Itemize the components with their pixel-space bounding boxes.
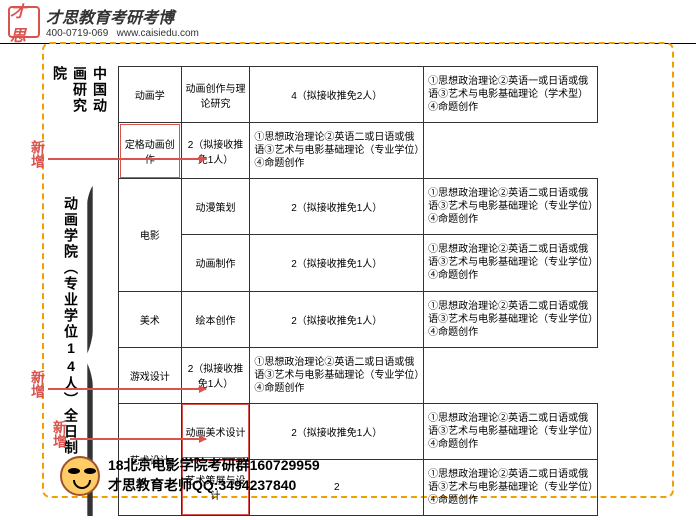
arrow-2-icon: [48, 388, 206, 390]
logo-badge-icon: 才思: [8, 6, 40, 38]
logo-title: 才思教育考研考博: [46, 4, 199, 28]
mascot-icon: [60, 456, 100, 496]
cell-category: 电影: [119, 179, 182, 291]
table-row: 动画制作2（拟接收推免1人）①思想政治理论②英语二或日语或俄语③艺术与电影基础理…: [119, 235, 598, 291]
cell-quota: 2（拟接收推免1人）: [181, 123, 250, 179]
footer: 18北京电影学院考研群160729959 才思教育老师QQ:3494237840: [60, 456, 320, 496]
table-row: 定格动画创作2（拟接收推免1人）①思想政治理论②英语二或日语或俄语③艺术与电影基…: [119, 123, 598, 179]
cell-quota: 2（拟接收推免1人）: [250, 179, 424, 235]
qq-teacher: 才思教育老师QQ:3494237840: [108, 476, 320, 496]
main-content: 中国动画研究院 动画学院（专业学位14人）全日制 { 动画学动画创作与理论研究4…: [50, 66, 666, 516]
cell-program: 动画制作: [181, 235, 250, 291]
logo-text: 才思教育考研考博 400-0719-069 www.caisiedu.com: [46, 4, 199, 39]
cell-category: 动画学: [119, 67, 182, 123]
cell-exam: ①思想政治理论②英语二或日语或俄语③艺术与电影基础理论（专业学位）④命题创作: [424, 403, 598, 459]
institute-label: 中国动画研究院: [50, 66, 110, 126]
cell-exam: ①思想政治理论②英语二或日语或俄语③艺术与电影基础理论（专业学位）④命题创作: [424, 291, 598, 347]
arrow-1-icon: [48, 158, 206, 160]
qq-group: 18北京电影学院考研群160729959: [108, 456, 320, 476]
cell-exam: ①思想政治理论②英语二或日语或俄语③艺术与电影基础理论（专业学位）④命题创作: [250, 347, 424, 403]
cell-exam: ①思想政治理论②英语二或日语或俄语③艺术与电影基础理论（专业学位）④命题创作: [424, 235, 598, 291]
cell-category: 美术: [119, 291, 182, 347]
cell-quota: 2（拟接收推免1人）: [250, 291, 424, 347]
table-row: 艺术设计动画美术设计2（拟接收推免1人）①思想政治理论②英语二或日语或俄语③艺术…: [119, 403, 598, 459]
cell-quota: 2（拟接收推免1人）: [250, 403, 424, 459]
logo-subtitle: 400-0719-069 www.caisiedu.com: [46, 28, 199, 39]
cell-quota: 2（拟接收推免1人）: [181, 347, 250, 403]
cell-quota: 4（拟接收推免2人）: [250, 67, 424, 123]
table-row: 动画学动画创作与理论研究4（拟接收推免2人）①思想政治理论②英语一或日语或俄语③…: [119, 67, 598, 123]
table-row: 电影动漫策划2（拟接收推免1人）①思想政治理论②英语二或日语或俄语③艺术与电影基…: [119, 179, 598, 235]
url: www.caisiedu.com: [117, 28, 199, 39]
cell-program: 动画创作与理论研究: [181, 67, 250, 123]
new-tag-2: 新增: [28, 370, 48, 398]
cell-program: 定格动画创作: [119, 123, 182, 179]
cell-exam: ①思想政治理论②英语二或日语或俄语③艺术与电影基础理论（专业学位）④命题创作: [250, 123, 424, 179]
new-tag-1: 新增: [28, 140, 48, 168]
phone: 400-0719-069: [46, 28, 108, 39]
cell-quota: 2（拟接收推免1人）: [250, 235, 424, 291]
header: 才思 才思教育考研考博 400-0719-069 www.caisiedu.co…: [0, 0, 696, 44]
footer-text: 18北京电影学院考研群160729959 才思教育老师QQ:3494237840: [108, 456, 320, 495]
cell-exam: ①思想政治理论②英语一或日语或俄语③艺术与电影基础理论（学术型）④命题创作: [424, 67, 598, 123]
cell-program: 游戏设计: [119, 347, 182, 403]
new-tag-3: 新增: [50, 420, 70, 448]
cell-exam: ①思想政治理论②英语二或日语或俄语③艺术与电影基础理论（专业学位）④命题创作: [424, 179, 598, 235]
cell-program: 动漫策划: [181, 179, 250, 235]
arrow-3-icon: [70, 438, 206, 440]
table-row: 美术绘本创作2（拟接收推免1人）①思想政治理论②英语二或日语或俄语③艺术与电影基…: [119, 291, 598, 347]
cell-program: 动画美术设计: [181, 403, 250, 459]
cell-program: 绘本创作: [181, 291, 250, 347]
cell-exam: ①思想政治理论②英语二或日语或俄语③艺术与电影基础理论（专业学位）④命题创作: [424, 459, 598, 515]
program-table: 动画学动画创作与理论研究4（拟接收推免2人）①思想政治理论②英语一或日语或俄语③…: [118, 66, 598, 516]
table-row: 游戏设计2（拟接收推免1人）①思想政治理论②英语二或日语或俄语③艺术与电影基础理…: [119, 347, 598, 403]
